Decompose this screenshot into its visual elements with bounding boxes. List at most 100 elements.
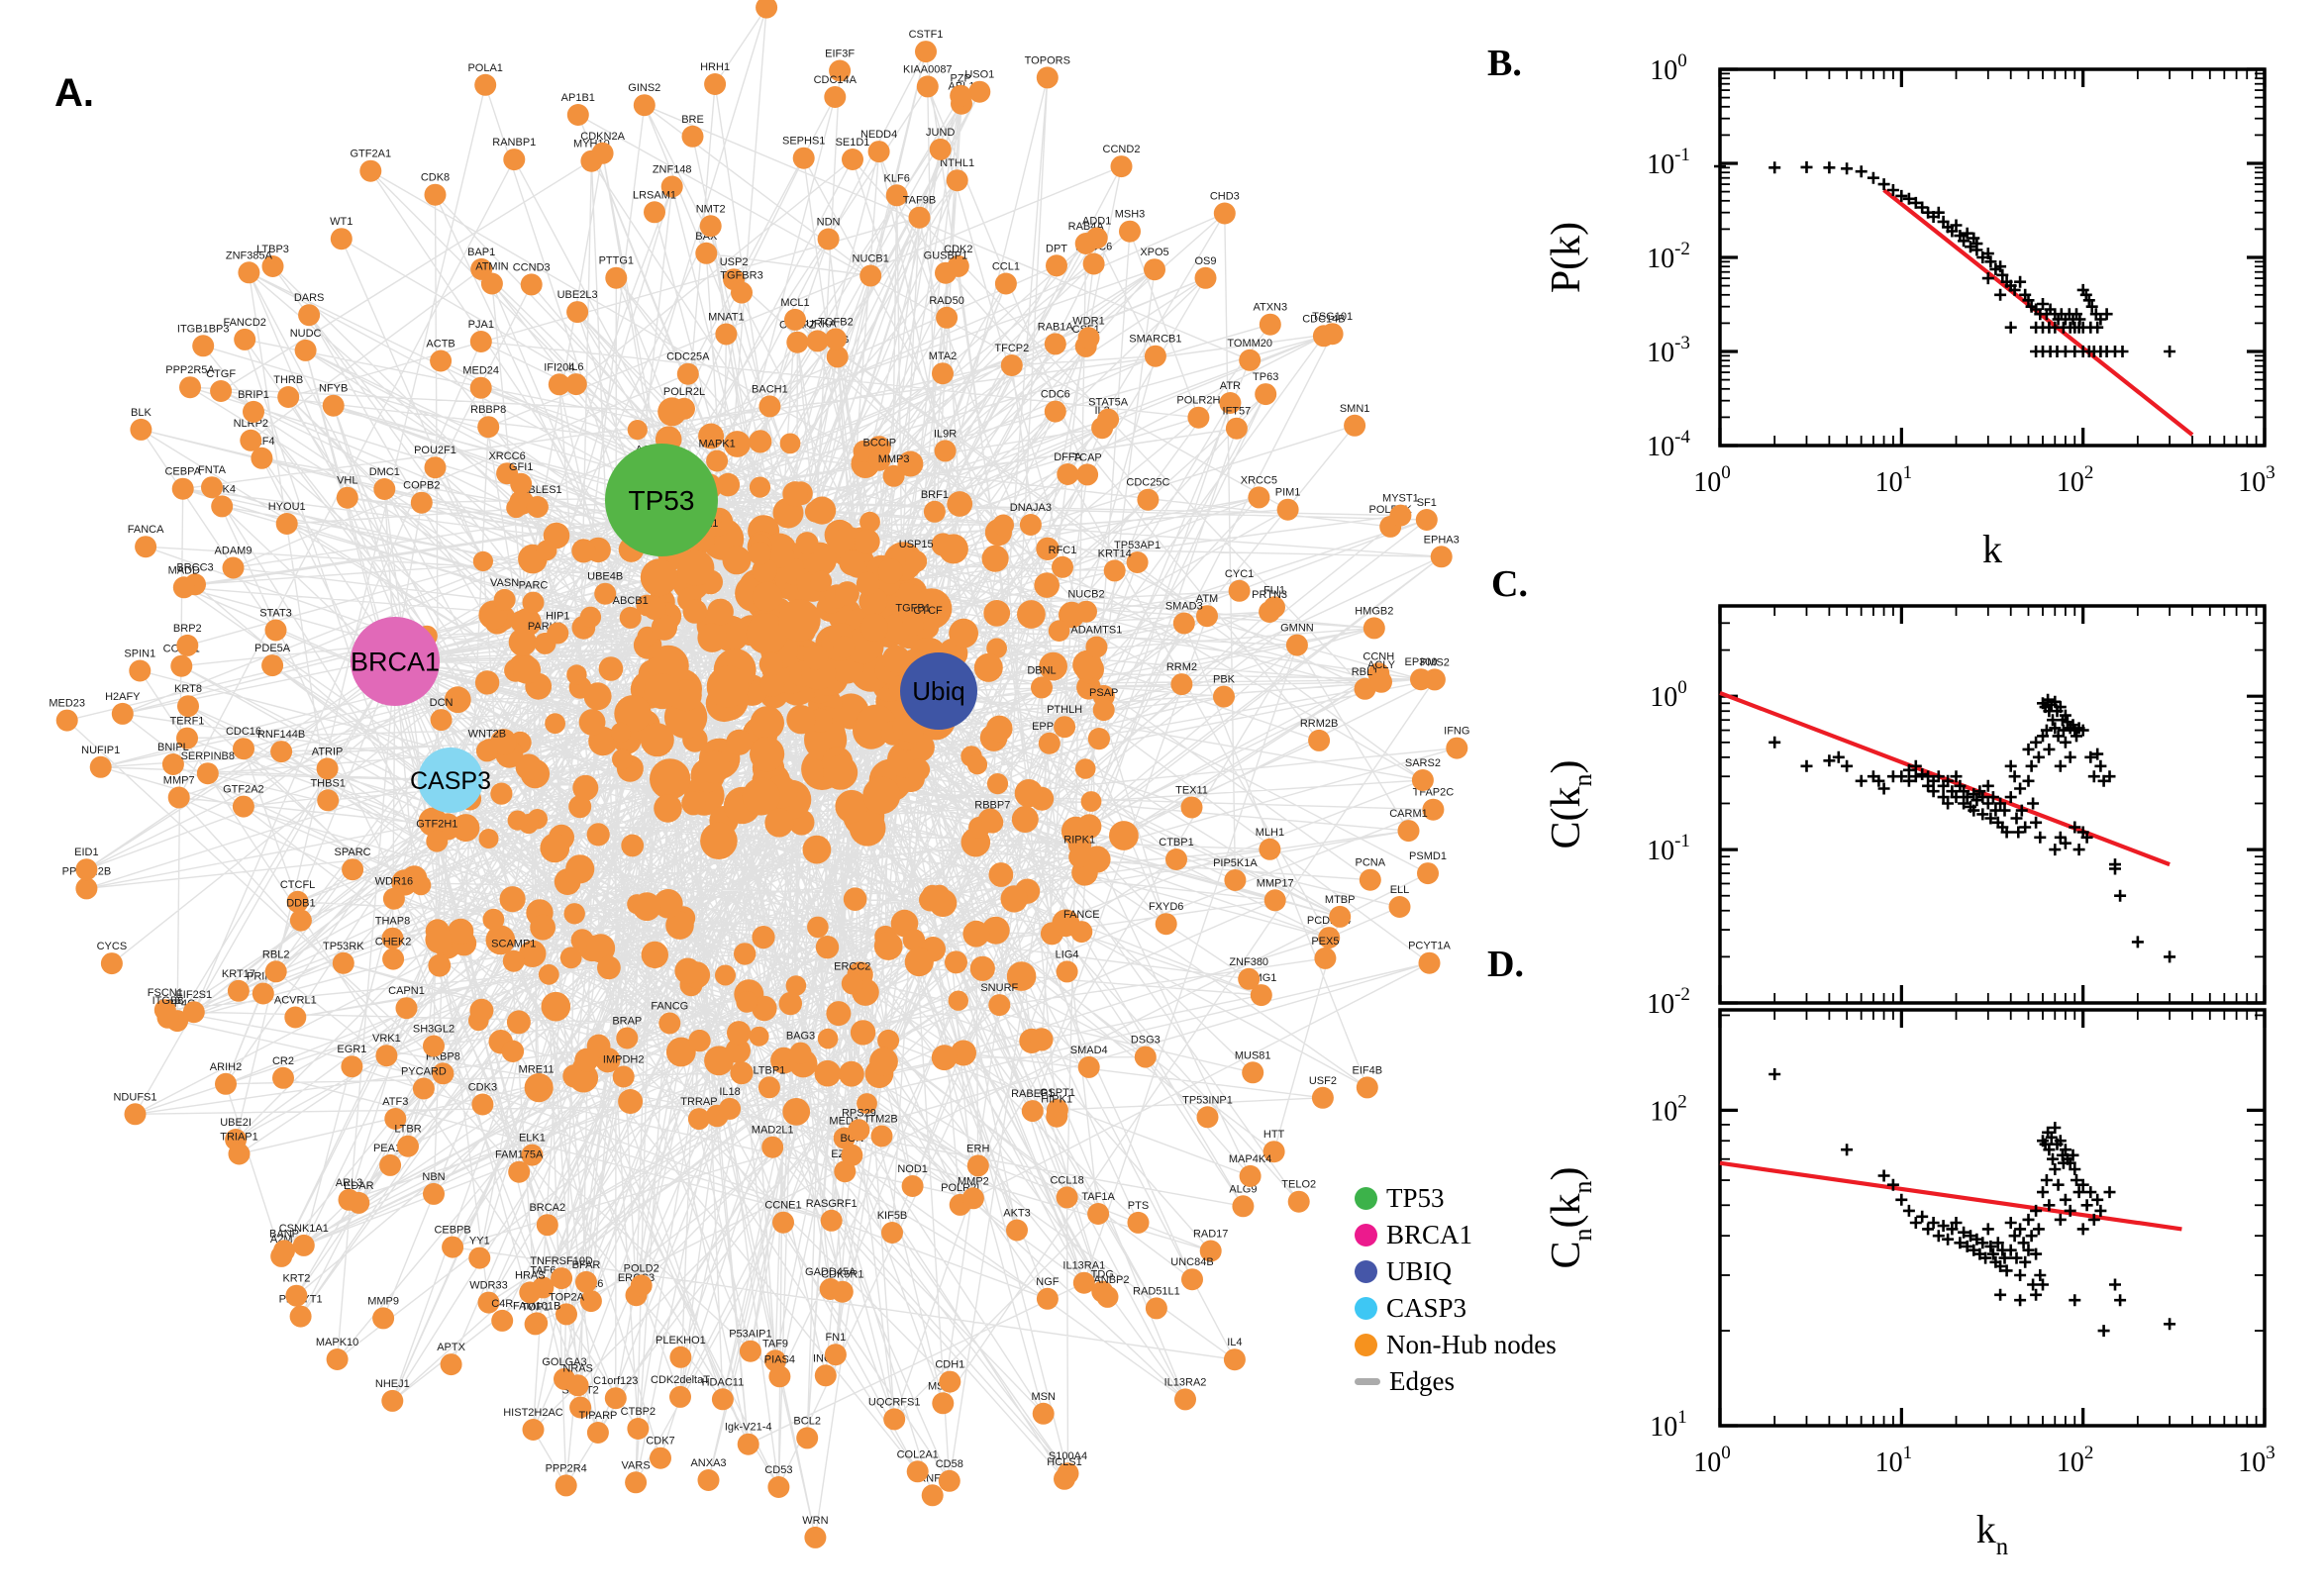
power-law-fit-line [1719,1160,2182,1232]
network-node [284,1006,307,1029]
network-node [605,266,628,289]
network-node [130,418,152,441]
legend-item-brca1: BRCA1 [1355,1217,1557,1253]
network-node [962,920,990,948]
network-node-label: SMARCB1 [1129,334,1181,346]
network-node-label: ATMIN [475,261,508,273]
network-node [240,429,262,451]
network-node [750,706,784,741]
network-node-label: MED24 [462,365,499,377]
network-node [915,41,937,63]
network-node [782,1098,811,1126]
network-node [1096,1285,1119,1308]
network-node-label: LRSAM1 [633,189,676,201]
network-node [848,1119,870,1142]
network-node [986,715,1013,743]
network-node-label: TP53AP1 [1114,540,1161,551]
network-hub-nodes: TP53 BRCA1 Ubiq CASP3 [351,444,977,813]
network-node [803,645,829,670]
network-node [1080,791,1102,812]
network-node-label: NRAS [562,1362,593,1374]
network-node-label: CEBPA [164,466,201,478]
network-legend: TP53 BRCA1 UBIQ CASP3 Non-Hub nodes Edge… [1355,1180,1557,1400]
network-node-label: RABEP1 [1011,1088,1054,1100]
axis-label: P(k) [1544,222,1589,293]
network-node [988,994,1011,1017]
network-node [597,955,621,980]
network-node-label: EIF4B [1353,1064,1383,1076]
network-node [658,1012,681,1035]
network-node [469,998,494,1023]
network-node [859,264,882,287]
network-node-label: DPT [1046,243,1067,254]
axis-label: kn [1976,1507,2009,1560]
network-node [669,1346,692,1368]
network-node-label: ATRIP [312,746,344,757]
legend-label: Non-Hub nodes [1386,1330,1557,1359]
network-node [768,1365,791,1388]
network-node [135,536,157,558]
network-node [425,926,454,953]
network-node [477,1291,500,1314]
network-node-label: CDC25A [666,351,710,363]
network-node [575,1270,597,1293]
network-node [856,571,880,596]
network-node-label: PEX5 [1311,936,1339,948]
network-node-label: KIF5B [877,1210,908,1222]
network-node-label: PTS [1128,1200,1149,1212]
network-node-label: PIAS4 [764,1353,795,1365]
network-node [704,1046,734,1076]
network-node [382,887,405,910]
network-node-label: BFAR [572,1259,601,1271]
network-node [931,1045,958,1071]
network-node-label: FNTA [198,464,227,476]
network-node [490,782,513,805]
network-node [932,1392,955,1415]
network-node [877,1029,900,1051]
network-node-label: CTCF [913,605,943,617]
network-node-label: FSCN1 [148,987,183,999]
network-node [831,1280,854,1303]
network-node [1242,1061,1264,1084]
network-node [929,138,952,160]
network-node [234,328,256,350]
network-node [210,380,233,402]
network-node [1228,579,1251,602]
network-node-label: SF1 [1417,497,1437,509]
axis-label: k [1982,527,2002,571]
network-node-label: PARC [519,580,549,592]
network-node [1389,504,1412,527]
network-node [1255,383,1277,406]
network-node-label: CCND3 [513,261,551,273]
network-node [1032,1402,1055,1425]
network-node [1145,1297,1167,1320]
network-node-label: LTBR [394,1124,421,1136]
network-node-label: APTX [437,1342,465,1353]
network-node [261,255,284,277]
network-node-label: ACLY [1367,659,1396,671]
network-node-label: ABCB1 [613,595,649,607]
network-node-label: CARM1 [1389,808,1428,820]
network-named-nodes: TP53RK KIAA0087 THAP8 CDC14B SNURF DSG3 NTHL1 C… [49,0,1469,1548]
network-node [742,777,780,816]
network-node-label: ARIH2 [210,1061,242,1073]
network-node [859,613,889,643]
network-node [824,1344,847,1366]
network-node-label: HIST2H2AC [503,1407,563,1419]
network-node-label: RBBP8 [470,404,506,416]
network-node [870,1125,893,1147]
network-node [375,1045,398,1067]
network-node-label: PTHLH [1047,704,1082,716]
network-node-label: SMN1 [1340,403,1370,415]
network-node [778,599,821,642]
tick-label: 101 [1875,462,1913,498]
network-node-label: MAP4K4 [1229,1153,1271,1165]
network-node-label: KRT2 [282,1273,310,1285]
network-node [395,997,418,1020]
network-node-label: PDE5A [254,643,291,654]
network-node-label: ADD1 [1082,216,1111,228]
network-node-label: XRCC5 [1241,474,1277,486]
network-node [969,955,995,981]
network-node [540,833,570,863]
